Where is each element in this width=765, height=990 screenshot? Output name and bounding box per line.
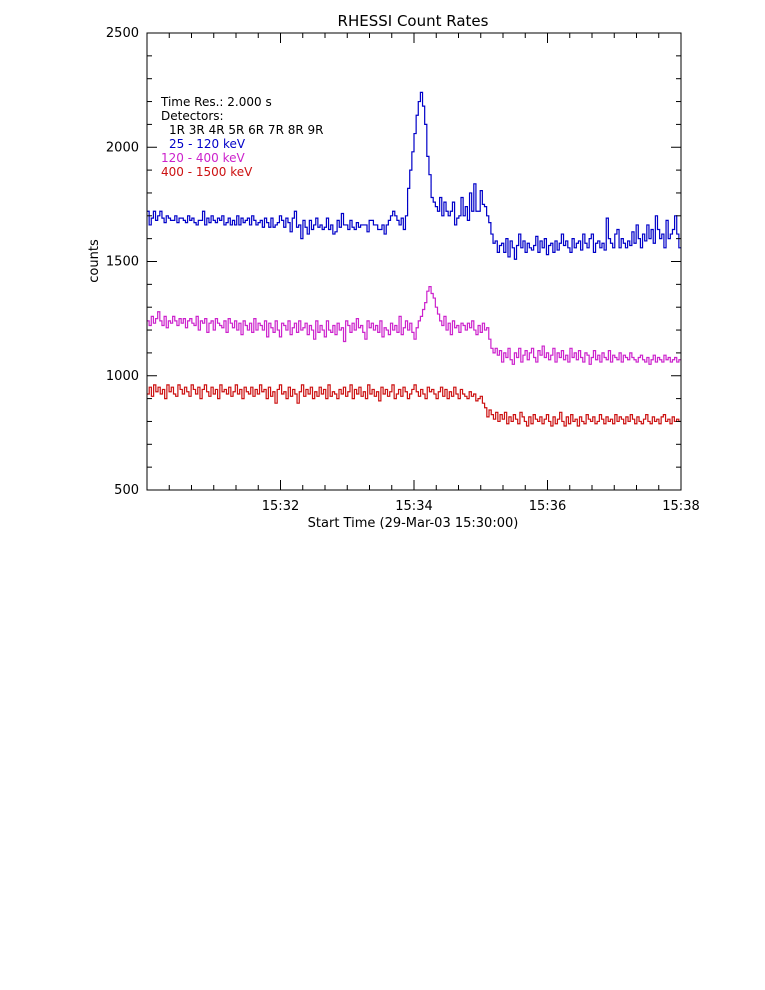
x-axis-label: Start Time (29-Mar-03 15:30:00) bbox=[308, 516, 519, 531]
x-tick-label: 15:38 bbox=[662, 499, 699, 514]
legend-series-25-120: 25 - 120 keV bbox=[169, 137, 246, 151]
x-tick-label: 15:36 bbox=[529, 499, 566, 514]
series-25-120-kev bbox=[147, 91, 681, 260]
y-tick-label: 2000 bbox=[106, 140, 139, 155]
legend-detectors-heading: Detectors: bbox=[161, 109, 224, 123]
series-120-400-kev bbox=[147, 286, 681, 365]
legend-detectors-list: 1R 3R 4R 5R 6R 7R 8R 9R bbox=[169, 123, 323, 137]
y-tick-label: 500 bbox=[114, 483, 139, 498]
y-tick-label: 2500 bbox=[106, 26, 139, 41]
legend-time-res: Time Res.: 2.000 s bbox=[160, 95, 272, 109]
x-tick-label: 15:32 bbox=[262, 499, 299, 514]
axis-layer: 500 1000 1500 2000 2500 15:32 15:34 15:36 15:38 bbox=[106, 26, 700, 514]
y-axis-label: counts bbox=[87, 239, 102, 283]
x-tick-label: 15:34 bbox=[395, 499, 432, 514]
legend-series-120-400: 120 - 400 keV bbox=[161, 151, 245, 165]
chart-title: RHESSI Count Rates bbox=[338, 12, 489, 30]
legend: Time Res.: 2.000 s Detectors: 1R 3R 4R 5… bbox=[160, 95, 323, 179]
series-layer bbox=[147, 91, 681, 427]
legend-series-400-1500: 400 - 1500 keV bbox=[161, 165, 253, 179]
series-400-1500-kev bbox=[147, 384, 681, 427]
y-tick-label: 1000 bbox=[106, 369, 139, 384]
y-tick-label: 1500 bbox=[106, 255, 139, 270]
